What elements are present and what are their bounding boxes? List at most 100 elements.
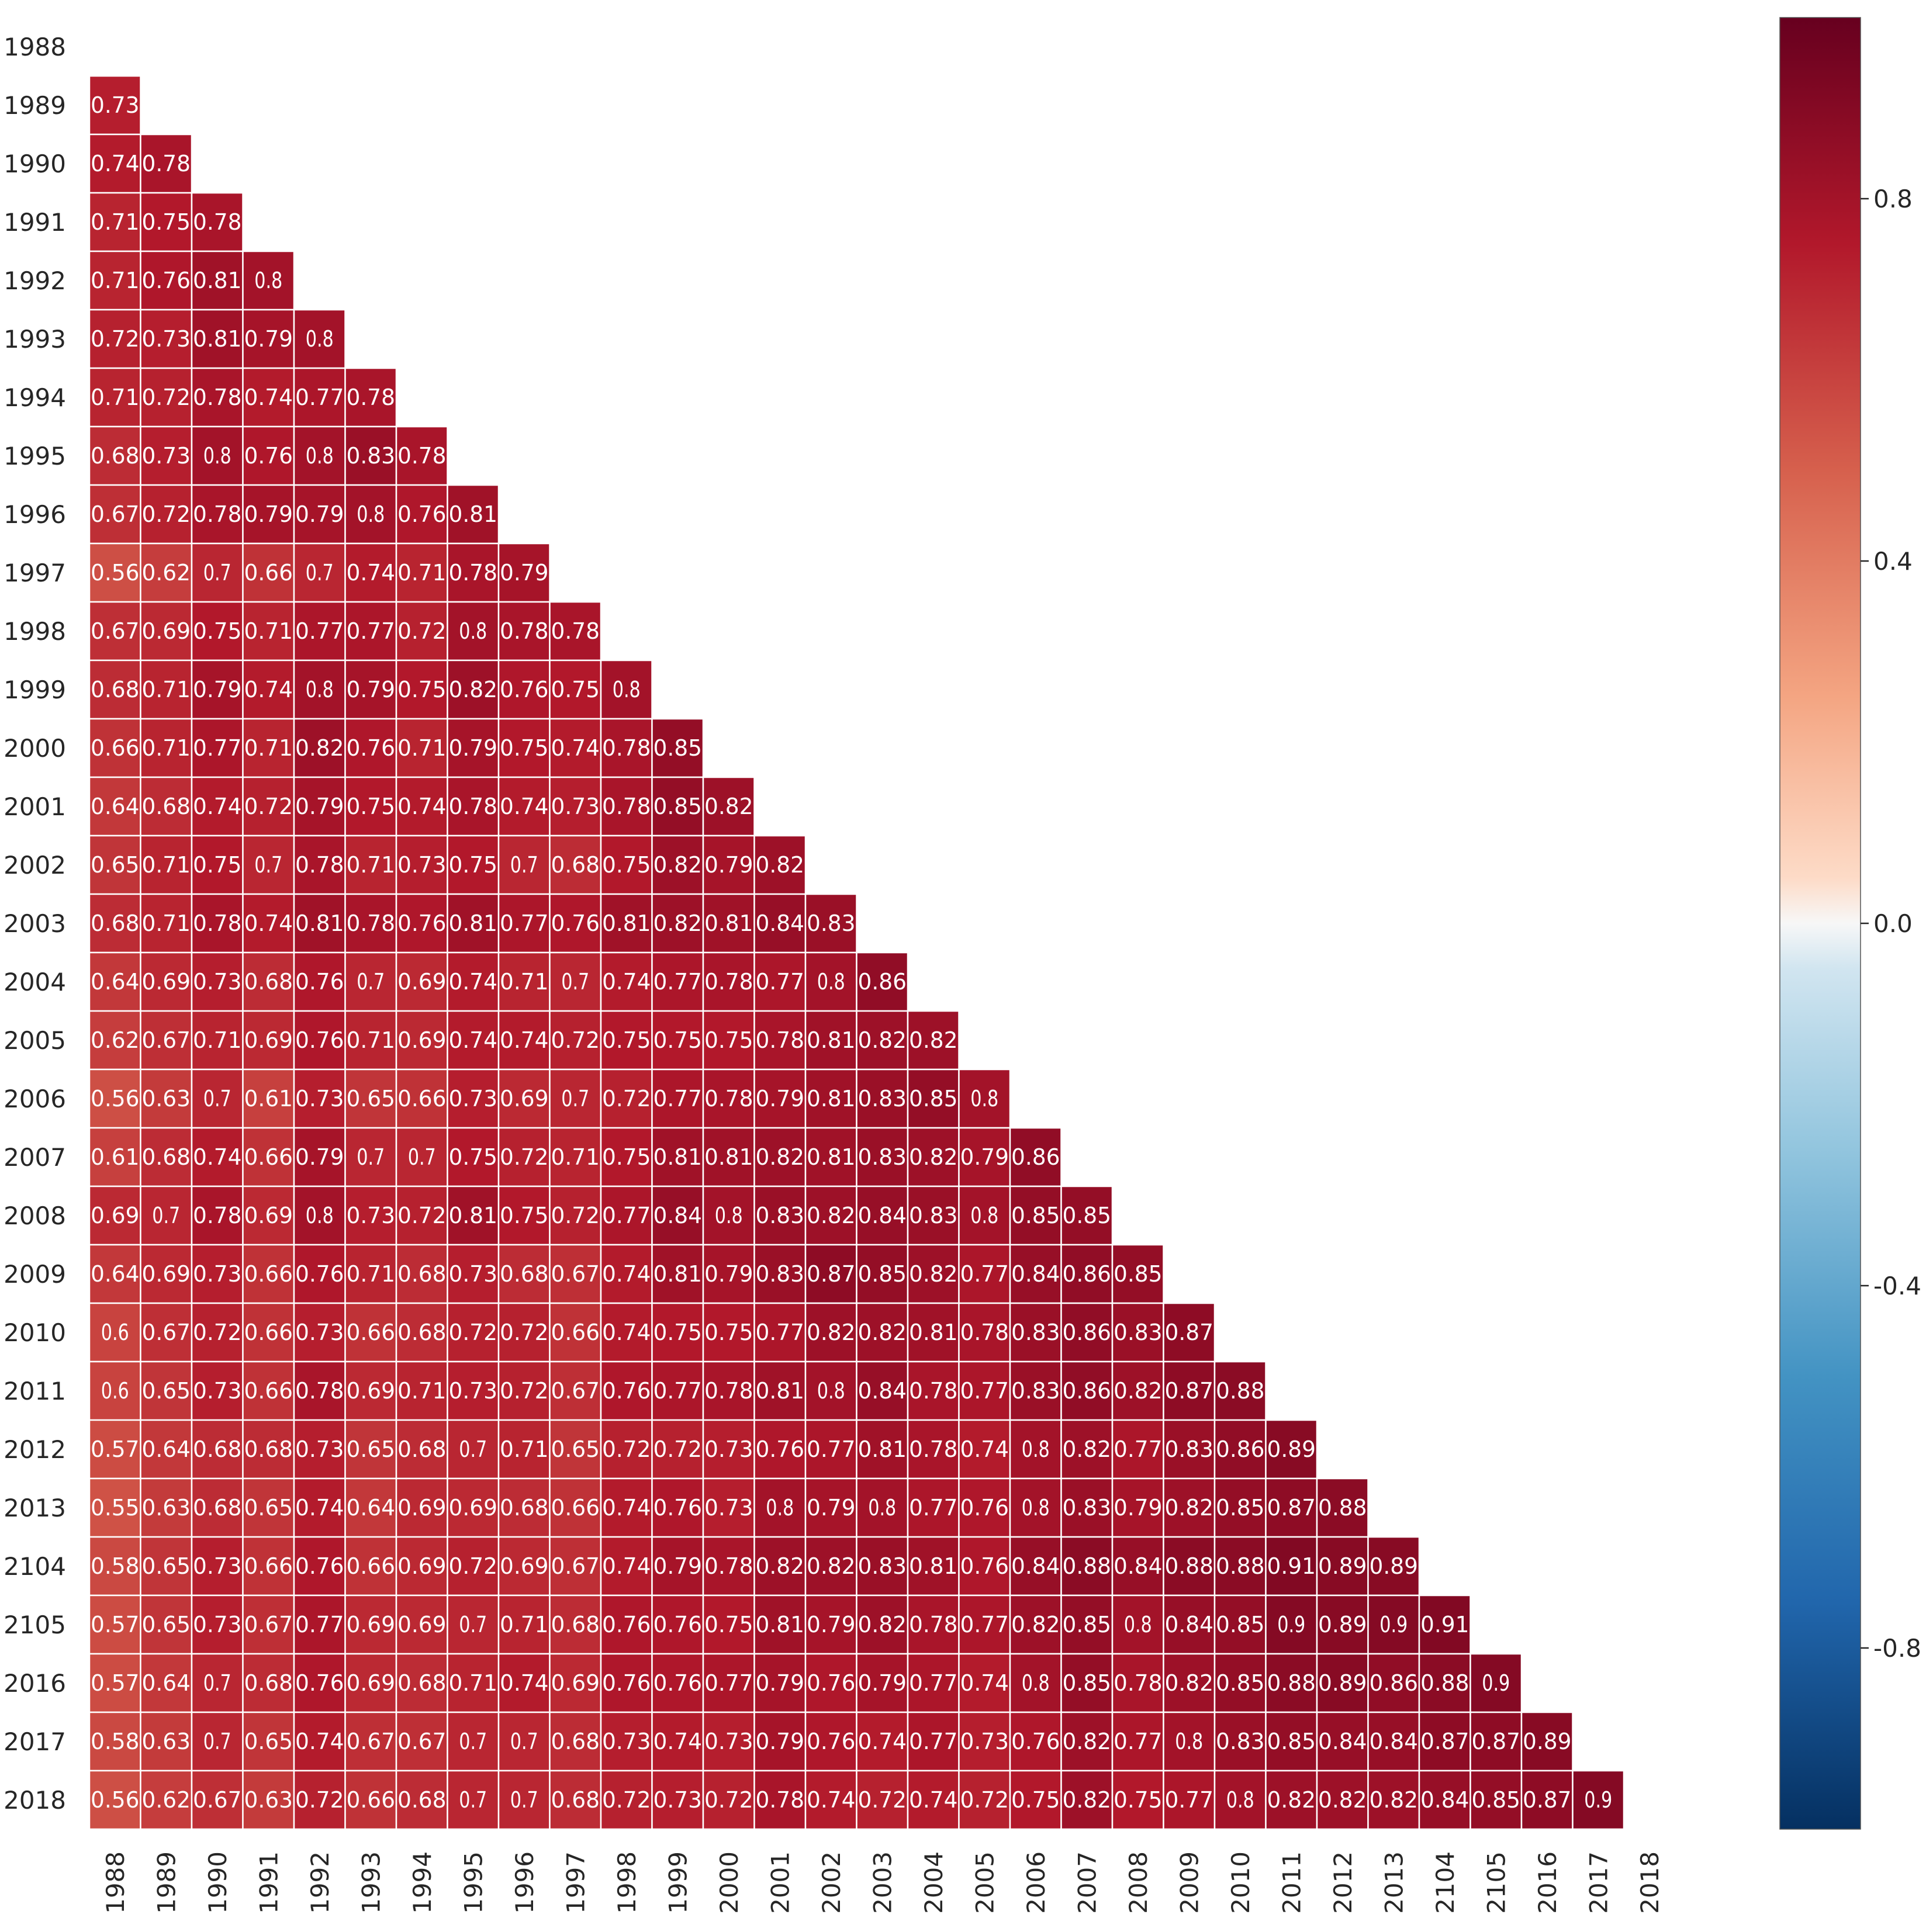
- heatmap-cell: [651, 1244, 704, 1304]
- heatmap-cell-label: 0.57: [91, 1436, 140, 1462]
- heatmap-cell-label: 0.77: [960, 1261, 1009, 1287]
- heatmap-cell-label: 0.71: [449, 1670, 498, 1696]
- heatmap-cell: [140, 951, 193, 1012]
- heatmap-cell-label: 0.83: [858, 1553, 907, 1579]
- heatmap-cell-label: 0.78: [1114, 1670, 1163, 1696]
- heatmap-cell: [600, 776, 653, 837]
- heatmap-cell: [447, 951, 500, 1012]
- heatmap-cell-label: 0.64: [347, 1495, 396, 1521]
- heatmap-cell-label: 0.71: [91, 268, 140, 293]
- heatmap-cell-label: 0.71: [142, 677, 191, 702]
- heatmap-cell-label: 0.58: [91, 1553, 140, 1579]
- heatmap-cell-label: 0.91: [1267, 1553, 1316, 1579]
- heatmap-cell: [1367, 1711, 1420, 1772]
- heatmap-cell-label: 0.65: [91, 852, 140, 878]
- heatmap-cell-label: 0.85: [858, 1261, 907, 1287]
- heatmap-cell-label: 0.82: [1318, 1787, 1367, 1813]
- heatmap-cell-label: 0.84: [1114, 1553, 1163, 1579]
- heatmap-cell-label: 0.68: [551, 852, 600, 878]
- heatmap-cell-label: 0.74: [449, 1027, 498, 1053]
- heatmap-cell: [958, 1302, 1011, 1363]
- heatmap-cell-label: 0.82: [1370, 1787, 1419, 1813]
- heatmap-cell-label: 0.74: [960, 1436, 1009, 1462]
- heatmap-cell: [651, 1477, 704, 1538]
- heatmap-cell-label: 0.68: [91, 910, 140, 936]
- heatmap-cell-label: 0.67: [551, 1261, 600, 1287]
- heatmap-cell-label: 0.86: [1063, 1378, 1112, 1404]
- heatmap-cell-label: 0.72: [858, 1787, 907, 1813]
- heatmap-cell: [497, 542, 551, 603]
- heatmap-cell-label: 0.79: [500, 560, 549, 586]
- heatmap-cell-label: 0.75: [449, 852, 498, 878]
- heatmap-cell-label: 0.77: [602, 1203, 651, 1228]
- y-tick-label: 2005: [4, 1026, 66, 1055]
- heatmap-cell-label: 0.68: [91, 443, 140, 469]
- heatmap-cell-label: 0.74: [602, 969, 651, 995]
- heatmap-cell: [1265, 1770, 1318, 1830]
- heatmap-cell-label: 0.74: [449, 969, 498, 995]
- heatmap-cell-label: 0.66: [347, 1787, 396, 1813]
- heatmap-cell-label: 0.78: [193, 1203, 242, 1228]
- heatmap-cell-label: 0.8: [613, 677, 641, 702]
- heatmap-cell-label: 0.87: [1267, 1495, 1316, 1521]
- heatmap-cell-label: 0.82: [1165, 1670, 1214, 1696]
- heatmap-cell: [447, 484, 500, 545]
- heatmap-cell-label: 0.82: [756, 852, 805, 878]
- heatmap-cell-label: 0.76: [807, 1729, 856, 1754]
- heatmap-cell: [651, 1010, 704, 1071]
- heatmap-cell-label: 0.66: [244, 1144, 293, 1170]
- heatmap-cell-label: 0.79: [449, 735, 498, 761]
- heatmap-cell: [242, 659, 295, 720]
- heatmap-cell-label: 0.67: [551, 1553, 600, 1579]
- heatmap-cell: [191, 1653, 244, 1713]
- heatmap-cell-label: 0.81: [909, 1320, 958, 1345]
- heatmap-cell: [447, 542, 500, 603]
- heatmap-cell-label: 0.72: [142, 385, 191, 410]
- heatmap-cell-label: 0.79: [653, 1553, 703, 1579]
- heatmap-cell-label: 0.82: [1267, 1787, 1316, 1813]
- x-axis-tick-labels: 1988 1989 1990 1991 1992 1993 1994 1995 1996 1997…: [101, 1851, 1664, 1914]
- heatmap-cell: [293, 542, 346, 603]
- heatmap-cell: [856, 1770, 909, 1830]
- heatmap-cell-label: 0.71: [500, 1436, 549, 1462]
- heatmap-cell: [907, 1185, 960, 1246]
- heatmap-cell: [447, 893, 500, 954]
- heatmap-cell: [1213, 1653, 1267, 1713]
- heatmap-cell: [1265, 1536, 1318, 1597]
- heatmap-cell: [140, 601, 193, 662]
- heatmap-cell-label: 0.66: [244, 1261, 293, 1287]
- heatmap-cell: [88, 367, 141, 428]
- heatmap-cell-label: 0.69: [142, 618, 191, 644]
- heatmap-cell-label: 0.65: [347, 1086, 396, 1112]
- heatmap-cell-label: 0.74: [244, 385, 293, 410]
- heatmap-cell: [191, 601, 244, 662]
- heatmap-cell-label: 0.85: [653, 735, 703, 761]
- heatmap-cell: [1469, 1653, 1523, 1713]
- heatmap-cell: [191, 367, 244, 428]
- heatmap-cell-label: 0.71: [244, 735, 293, 761]
- heatmap-cell-label: 0.82: [1063, 1787, 1112, 1813]
- heatmap-cell: [702, 1302, 755, 1363]
- heatmap-cell: [753, 1127, 807, 1187]
- heatmap-cell-label: 0.63: [142, 1086, 191, 1112]
- heatmap-cell: [447, 1770, 500, 1830]
- heatmap-cell: [1316, 1594, 1369, 1655]
- heatmap-cell: [395, 1419, 448, 1480]
- heatmap-cell: [907, 1536, 960, 1597]
- heatmap-cell-label: 0.8: [1124, 1612, 1152, 1637]
- colorbar-gradient: [1779, 17, 1861, 1830]
- heatmap-cell-label: 0.81: [449, 910, 498, 936]
- heatmap-cell-label: 0.68: [397, 1261, 447, 1287]
- colorbar-tick-label: 0.8: [1873, 185, 1913, 213]
- heatmap-cell-label: 0.79: [756, 1729, 805, 1754]
- heatmap-cell-label: 0.73: [704, 1729, 753, 1754]
- heatmap-cell-label: 0.77: [653, 1378, 703, 1404]
- heatmap-cell: [88, 835, 141, 895]
- heatmap-cell: [88, 1302, 141, 1363]
- heatmap-cell-label: 0.8: [715, 1203, 743, 1228]
- heatmap-cell: [191, 1185, 244, 1246]
- heatmap-cell-label: 0.72: [500, 1378, 549, 1404]
- heatmap-cell-label: 0.67: [551, 1378, 600, 1404]
- heatmap-cell-label: 0.74: [500, 1027, 549, 1053]
- heatmap-cell: [549, 1360, 602, 1421]
